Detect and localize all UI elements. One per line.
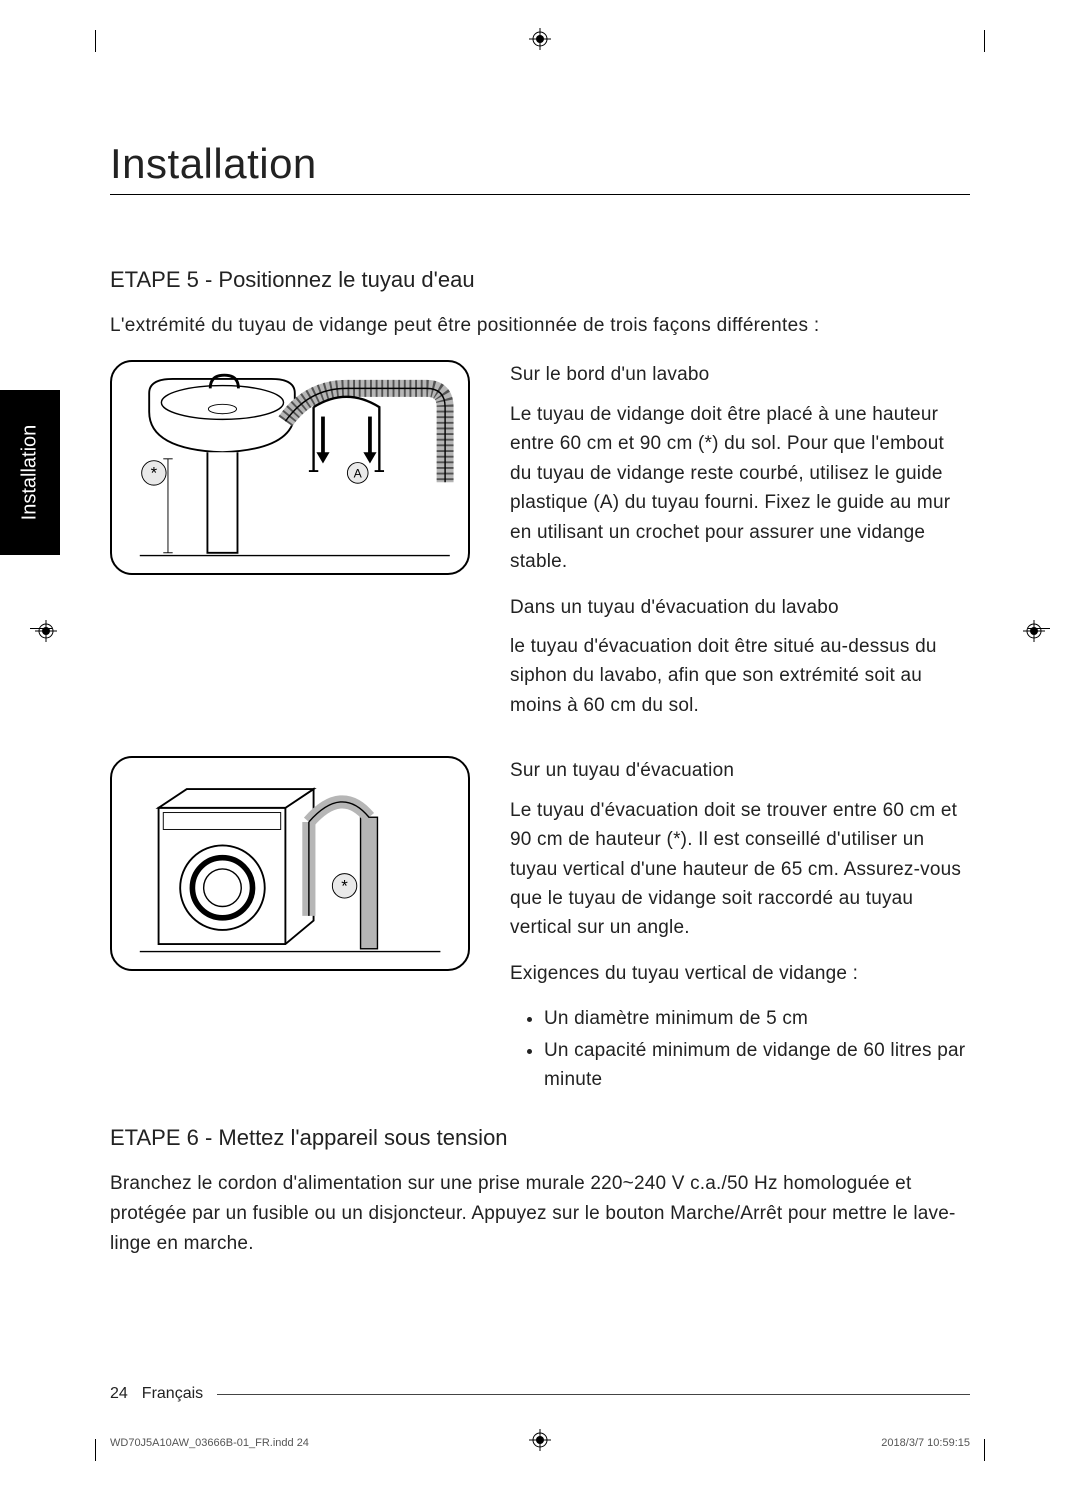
step5-heading: ETAPE 5 - Positionnez le tuyau d'eau: [110, 267, 970, 293]
crop-mark: [95, 1439, 96, 1461]
figure-sink-hose: A *: [110, 360, 470, 575]
step5-sec1: Sur le bord d'un lavabo Le tuyau de vida…: [510, 360, 970, 736]
requirement-item: Un diamètre minimum de 5 cm: [544, 1004, 970, 1033]
print-file: WD70J5A10AW_03666B-01_FR.indd 24: [110, 1437, 309, 1449]
figure-washer-standpipe: *: [110, 756, 470, 971]
registration-mark-icon: [529, 28, 551, 50]
sec3-body: Le tuyau d'évacuation doit se trouver en…: [510, 796, 970, 943]
footer-language: Français: [142, 1385, 203, 1403]
print-metadata: WD70J5A10AW_03666B-01_FR.indd 24 2018/3/…: [110, 1437, 970, 1449]
crop-mark: [95, 30, 96, 52]
step5-intro: L'extrémité du tuyau de vidange peut êtr…: [110, 311, 970, 340]
sec2-body: le tuyau d'évacuation doit être situé au…: [510, 632, 970, 720]
manual-page: Installation Installation ETAPE 5 - Posi…: [0, 0, 1080, 1491]
sec1-subhead: Sur le bord d'un lavabo: [510, 360, 970, 389]
step6-heading: ETAPE 6 - Mettez l'appareil sous tension: [110, 1125, 970, 1151]
section-tab: Installation: [0, 390, 60, 555]
section-tab-label: Installation: [19, 425, 42, 521]
title-rule: [110, 194, 970, 195]
sec1-body: Le tuyau de vidange doit être placé à un…: [510, 400, 970, 577]
footer-rule: [217, 1394, 970, 1395]
svg-text:A: A: [354, 466, 363, 480]
page-footer: 24 Français: [110, 1385, 970, 1403]
step5-row-2: * Sur un tuyau d'évacuation Le tuyau d'é…: [110, 756, 970, 1096]
registration-mark-icon: [1023, 620, 1045, 642]
sec2-subhead: Dans un tuyau d'évacuation du lavabo: [510, 593, 970, 622]
sec3-req-intro: Exigences du tuyau vertical de vidange :: [510, 959, 970, 988]
registration-mark-icon: [35, 620, 57, 642]
step5-sec3: Sur un tuyau d'évacuation Le tuyau d'éva…: [510, 756, 970, 1096]
requirements-list: Un diamètre minimum de 5 cm Un capacité …: [510, 1004, 970, 1094]
svg-text:*: *: [341, 876, 348, 895]
page-number: 24: [110, 1385, 128, 1403]
step6-body: Branchez le cordon d'alimentation sur un…: [110, 1169, 970, 1260]
page-title: Installation: [110, 140, 970, 188]
sec3-subhead: Sur un tuyau d'évacuation: [510, 756, 970, 785]
requirement-item: Un capacité minimum de vidange de 60 lit…: [544, 1036, 970, 1095]
crop-mark: [984, 1439, 985, 1461]
svg-text:*: *: [150, 463, 157, 482]
print-timestamp: 2018/3/7 10:59:15: [881, 1437, 970, 1449]
step5-row-1: A * Sur le bord d'un lavabo Le tuyau de …: [110, 360, 970, 736]
crop-mark: [984, 30, 985, 52]
